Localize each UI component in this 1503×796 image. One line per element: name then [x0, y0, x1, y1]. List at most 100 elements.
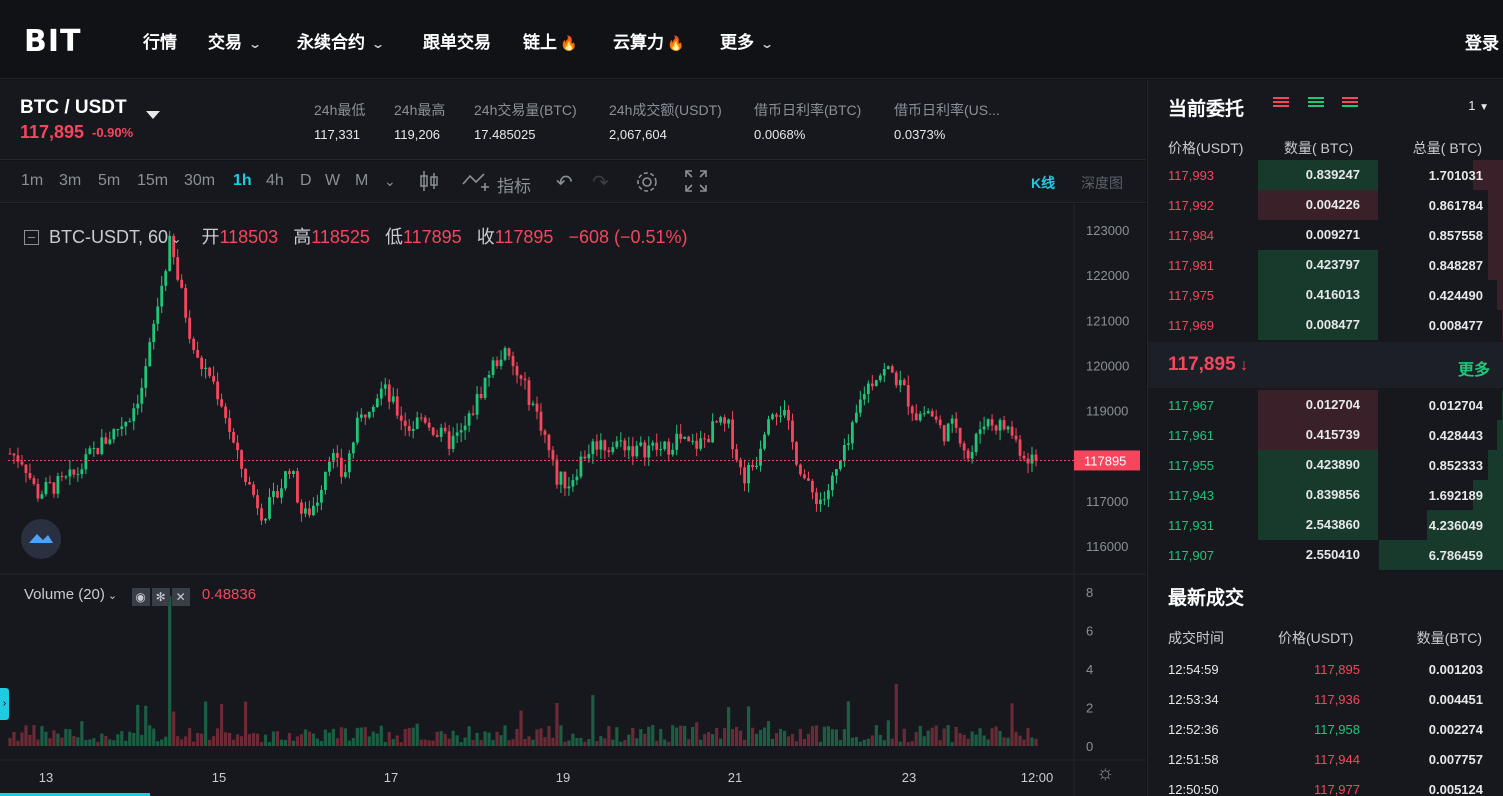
nav-item-5[interactable]: 云算力 🔥 [613, 28, 684, 53]
volume-bar [890, 738, 894, 746]
volume-label[interactable]: Volume (20) [24, 586, 105, 603]
orderbook-row[interactable]: 2.543860 117,931 4.236049 [1148, 510, 1503, 540]
logo[interactable]: BIT [24, 24, 82, 59]
tab-kline[interactable]: K线 [1031, 175, 1056, 191]
collapse-icon[interactable] [24, 230, 39, 245]
volume-bar [758, 729, 763, 746]
orderbook-row[interactable]: 0.423890 117,955 0.852333 [1148, 450, 1503, 480]
pair-selector[interactable]: BTC / USDT [20, 97, 127, 118]
candle-body [52, 482, 56, 494]
gear-icon[interactable] [635, 170, 659, 200]
login-button[interactable]: 登录 [1465, 34, 1499, 53]
orderbook-row[interactable]: 0.423797 117,981 0.848287 [1148, 250, 1503, 280]
timeframe-15m[interactable]: 15m [137, 172, 169, 189]
candle-body [148, 342, 152, 367]
candle-body [16, 455, 20, 462]
volume-bar [986, 739, 990, 746]
volume-bar [212, 736, 216, 746]
both-view-icon[interactable] [1342, 97, 1358, 111]
mid-price-value: 117,895 [1168, 354, 1236, 375]
candlestick-type-icon[interactable] [419, 170, 439, 198]
more-link[interactable]: 更多 [1457, 362, 1490, 379]
volume-bar [1002, 737, 1006, 746]
timeframe-M[interactable]: M [355, 172, 369, 189]
orderbook-row[interactable]: 0.004226 117,992 0.861784 [1148, 190, 1503, 220]
orderbook-row[interactable]: 0.009271 117,984 0.857558 [1148, 220, 1503, 250]
volume-bar [583, 741, 587, 746]
volume-bar [52, 730, 56, 746]
volume-bar [770, 738, 775, 746]
undo-icon[interactable]: ↶ [556, 172, 573, 194]
candle-body [495, 360, 499, 367]
indicators-icon[interactable] [462, 170, 492, 198]
col-header-price: 价格(USDT) [1168, 140, 1244, 156]
timeframe-D[interactable]: D [300, 172, 312, 189]
volume-bar [675, 727, 679, 746]
gear-icon[interactable]: ✻ [151, 588, 170, 606]
nav-item-4[interactable]: 链上 🔥 [523, 28, 577, 53]
tradingview-logo-icon[interactable] [21, 519, 61, 559]
candle-body [894, 372, 898, 386]
orderbook-row[interactable]: 2.550410 117,907 6.786459 [1148, 540, 1503, 570]
drawer-handle[interactable]: › [0, 688, 9, 720]
chart-canvas[interactable]: 1230001220001210001200001190001180001170… [0, 204, 1146, 796]
orderbook-row[interactable]: 0.839247 117,993 1.701031 [1148, 160, 1503, 190]
chevron-down-icon[interactable]: ⌄ [168, 232, 182, 246]
volume-bar [295, 736, 300, 746]
volume-bar [355, 727, 359, 746]
close-icon[interactable]: ✕ [171, 588, 190, 606]
volume-bar [184, 736, 188, 746]
orderbook-row[interactable]: 0.839856 117,943 1.692189 [1148, 480, 1503, 510]
volume-bar [347, 740, 351, 746]
timeframe-1h[interactable]: 1h [233, 172, 252, 189]
timeframe-30m[interactable]: 30m [184, 172, 216, 189]
candle-body [831, 475, 834, 491]
price-chart[interactable]: 1230001220001210001200001190001180001170… [0, 204, 1146, 796]
volume-bar [12, 731, 16, 746]
orderbook-row[interactable]: 0.008477 117,969 0.008477 [1148, 310, 1503, 340]
eye-icon[interactable]: ◉ [131, 588, 150, 606]
legend-symbol[interactable]: BTC-USDT, 60 [49, 227, 169, 247]
candle-body [607, 450, 611, 453]
candle-body [212, 375, 215, 382]
volume-bar [571, 733, 575, 746]
candle-body [587, 454, 591, 459]
indicators-label[interactable]: 指标 [497, 177, 531, 196]
candle-body [866, 383, 870, 395]
nav-item-6[interactable]: 更多 ⌄ [720, 28, 774, 53]
orderbook-row[interactable]: 0.416013 117,975 0.424490 [1148, 280, 1503, 310]
volume-bar [208, 739, 212, 746]
caret-down-icon[interactable] [146, 111, 160, 119]
total-cell: 1.701031 [1428, 168, 1483, 183]
tab-depth[interactable]: 深度图 [1081, 175, 1123, 191]
candle-body [288, 471, 291, 475]
redo-icon[interactable]: ↷ [592, 172, 609, 194]
timeframe-1m[interactable]: 1m [21, 172, 44, 189]
candle-body [559, 471, 563, 485]
nav-item-1[interactable]: 交易 ⌄ [208, 28, 262, 53]
nav-item-0[interactable]: 行情 [143, 28, 177, 53]
fullscreen-icon[interactable] [685, 170, 707, 198]
chart-settings-icon[interactable]: ☼ [1096, 762, 1115, 784]
orderbook-row[interactable]: 0.012704 117,967 0.012704 [1148, 390, 1503, 420]
chart-scrollbar[interactable] [0, 793, 150, 796]
timeframe-3m[interactable]: 3m [59, 172, 82, 189]
timeframe-W[interactable]: W [325, 172, 341, 189]
asks-view-icon[interactable] [1273, 97, 1289, 111]
candle-body [914, 413, 918, 421]
nav-item-2[interactable]: 永续合约 ⌄ [297, 28, 385, 53]
candle-body [399, 415, 403, 421]
candle-body [176, 257, 180, 280]
timeframe-4h[interactable]: 4h [266, 172, 284, 189]
chevron-down-icon[interactable]: ⌄ [384, 173, 396, 189]
bids-view-icon[interactable] [1308, 97, 1324, 111]
stat-4: 借币日利率(BTC) 0.0068% [754, 100, 861, 142]
orderbook-row[interactable]: 0.415739 117,961 0.428443 [1148, 420, 1503, 450]
trades-title: 最新成交 [1168, 588, 1245, 609]
nav-item-3[interactable]: 跟单交易 [423, 28, 491, 53]
precision-select[interactable]: 1 ▼ [1468, 98, 1489, 113]
timeframe-5m[interactable]: 5m [98, 172, 121, 189]
volume-bar [830, 729, 834, 746]
chevron-down-icon[interactable]: ⌄ [104, 590, 118, 602]
candle-body [76, 474, 80, 476]
